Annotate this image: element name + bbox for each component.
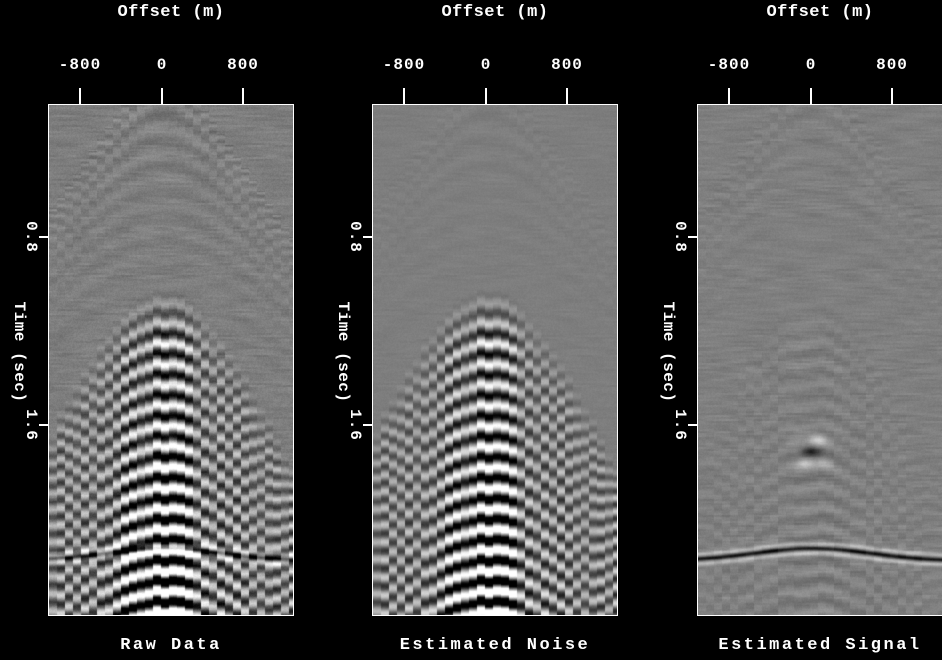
seismic-image-estimated-signal [698,105,942,615]
x-axis-title: Offset (m) [441,3,549,22]
x-tick-mark [728,88,730,104]
x-tick-label-neg800: -800 [382,56,426,74]
y-tick-label-08: 0.8 [671,221,689,253]
y-tick-mark [363,424,372,426]
panel-title-estimated-signal: Estimated Signal [718,636,922,655]
panel-title-estimated-noise: Estimated Noise [399,636,591,655]
y-tick-label-08: 0.8 [346,221,364,253]
x-tick-label-800: 800 [876,56,908,74]
x-tick-mark [242,88,244,104]
seismic-image-raw-data [49,105,293,615]
x-tick-mark [403,88,405,104]
image-frame [697,104,942,616]
x-axis-title: Offset (m) [766,3,874,22]
x-tick-label-neg800: -800 [707,56,751,74]
y-axis-title: Time (sec) [659,301,677,403]
x-tick-mark [891,88,893,104]
x-tick-label-0: 0 [480,56,492,74]
panel-title-raw-data: Raw Data [120,636,222,655]
x-axis-title: Offset (m) [117,3,225,22]
y-tick-mark [39,236,48,238]
y-tick-label-08: 0.8 [22,221,40,253]
x-tick-mark [810,88,812,104]
x-tick-label-0: 0 [156,56,168,74]
x-tick-label-800: 800 [551,56,583,74]
x-tick-mark [485,88,487,104]
y-tick-mark [363,236,372,238]
x-tick-mark [566,88,568,104]
y-axis-title: Time (sec) [334,301,352,403]
y-tick-label-16: 1.6 [671,409,689,441]
y-tick-mark [39,424,48,426]
x-tick-label-800: 800 [227,56,259,74]
y-tick-label-16: 1.6 [346,409,364,441]
x-tick-mark [161,88,163,104]
image-frame [48,104,294,616]
y-axis-title: Time (sec) [10,301,28,403]
x-tick-label-0: 0 [805,56,817,74]
seismic-image-estimated-noise [373,105,617,615]
image-frame [372,104,618,616]
x-tick-mark [79,88,81,104]
x-tick-label-neg800: -800 [58,56,102,74]
y-tick-mark [688,236,697,238]
y-tick-label-16: 1.6 [22,409,40,441]
y-tick-mark [688,424,697,426]
